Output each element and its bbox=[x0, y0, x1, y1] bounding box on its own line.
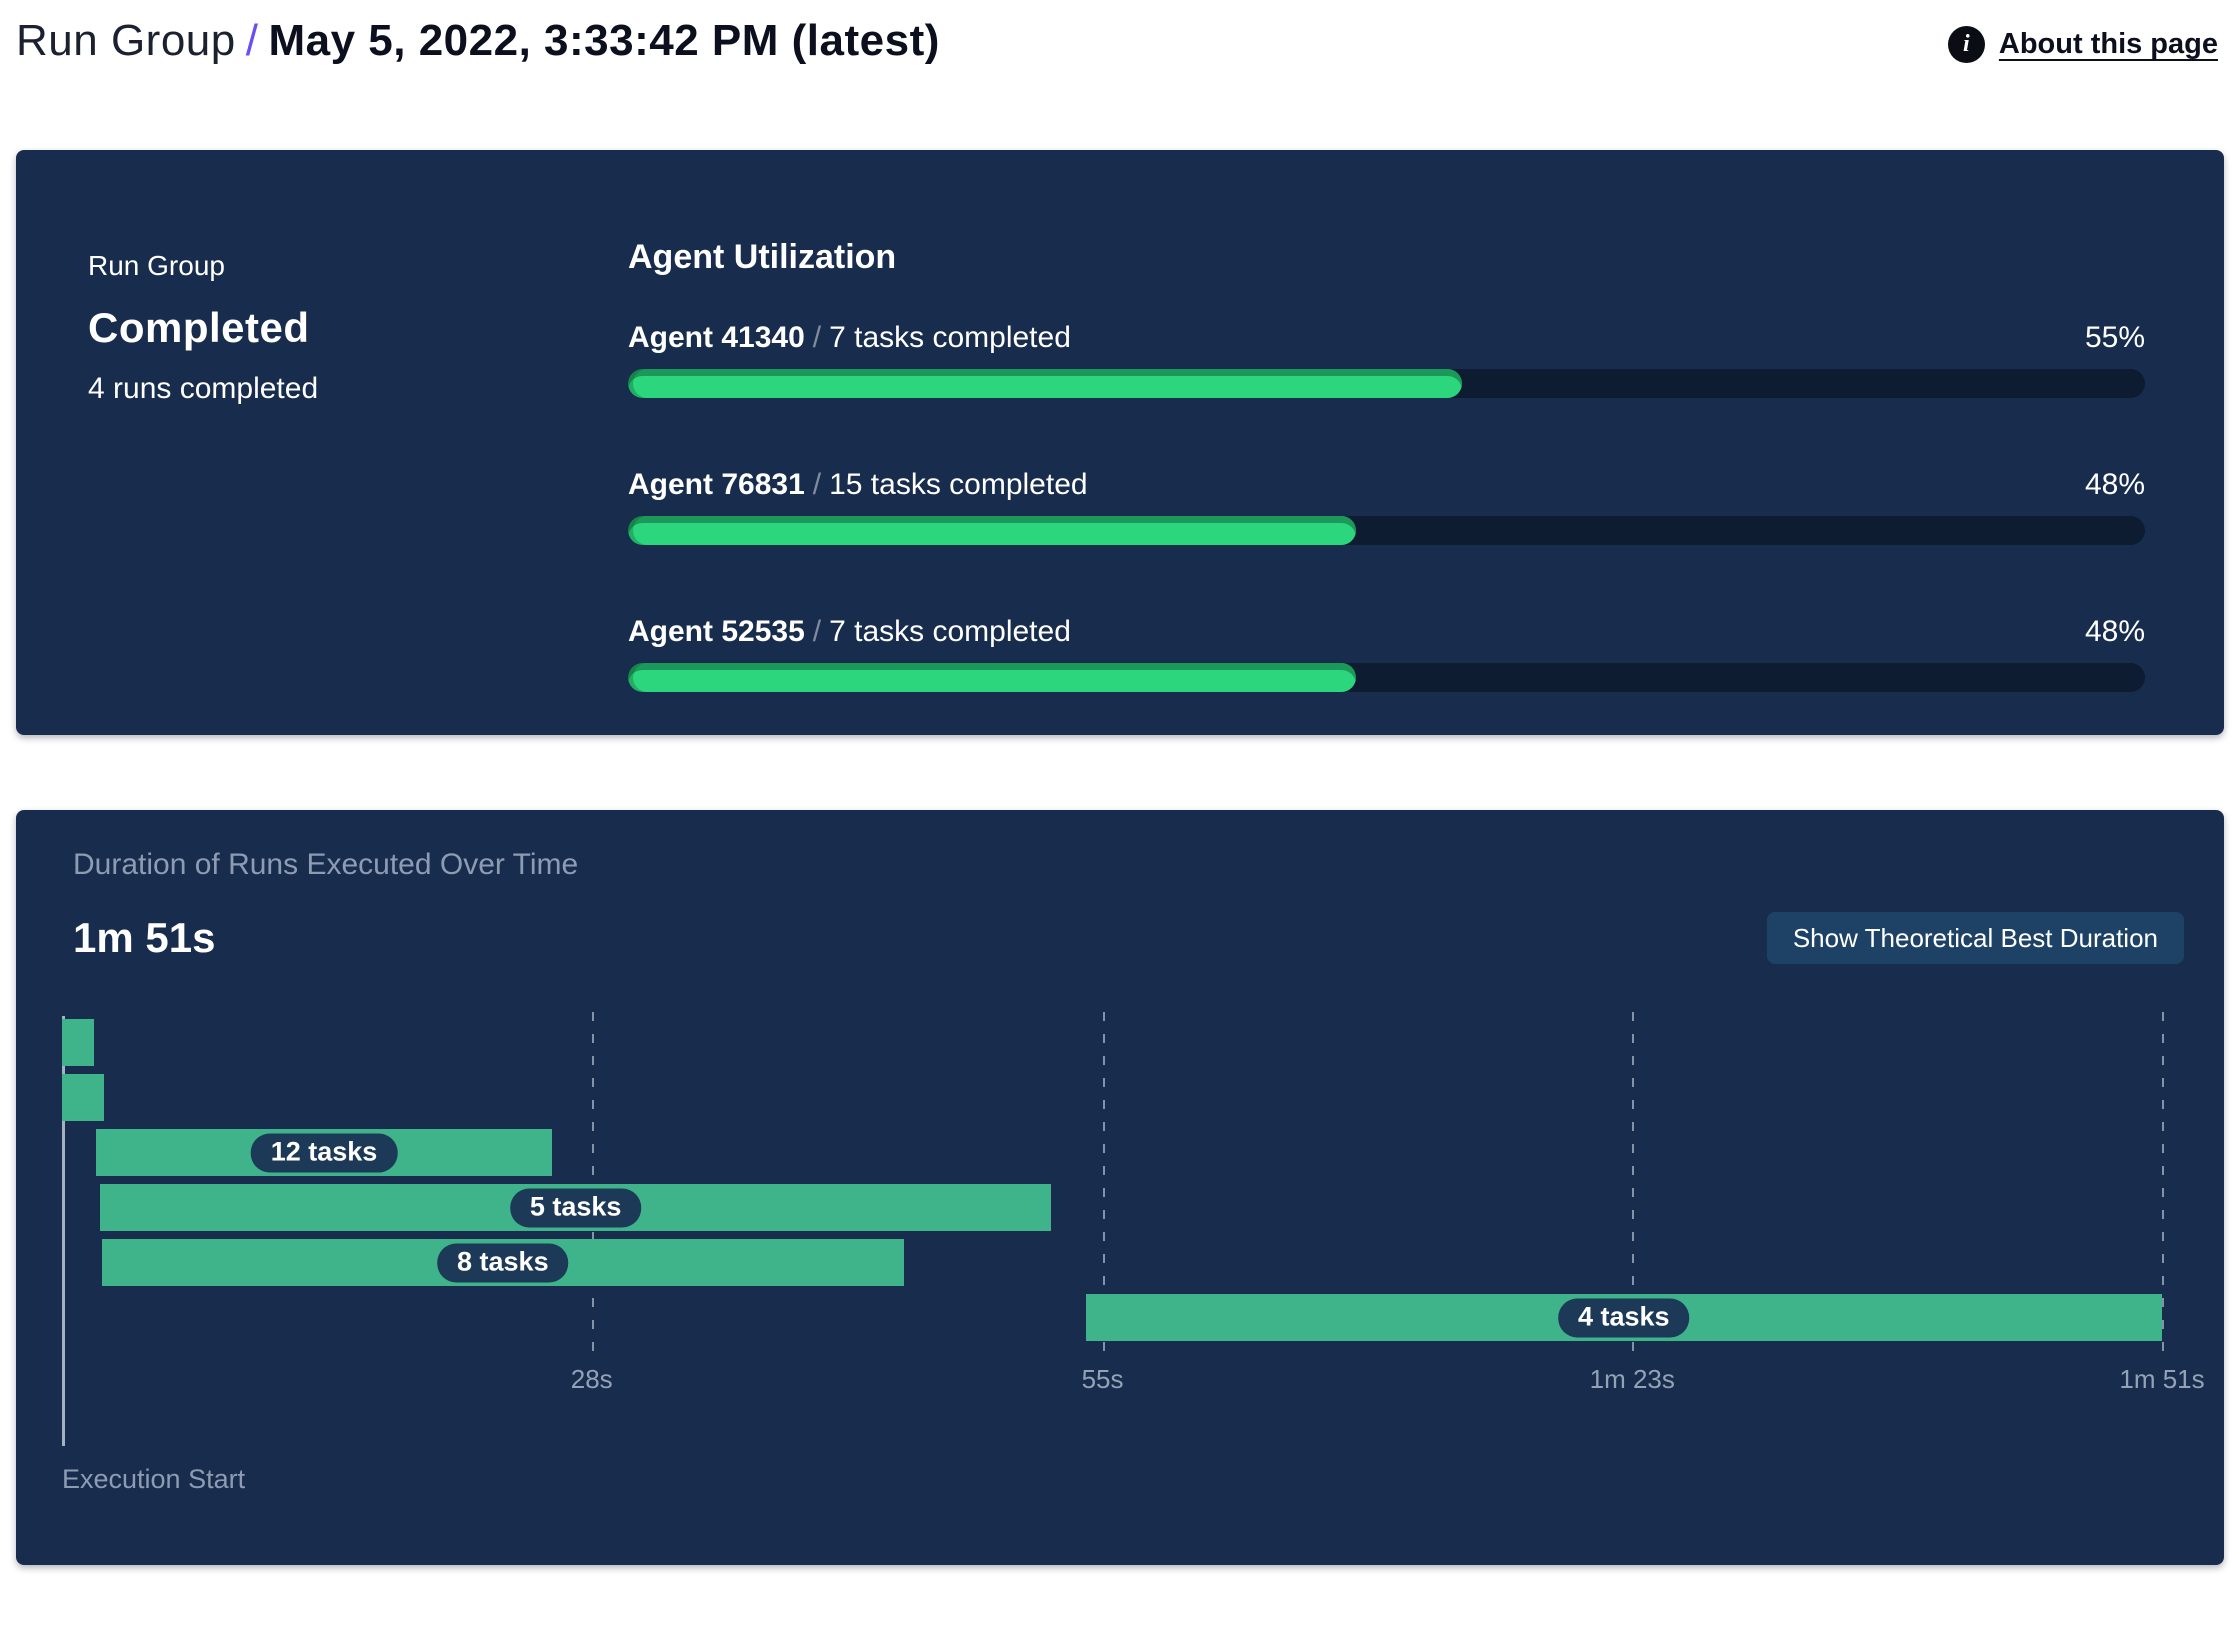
agent-label-line: Agent 52535/7 tasks completed 48% bbox=[628, 615, 2145, 649]
gantt-chart: Execution Start 28s 55s 1m 23s 1m 51s 12 tas… bbox=[62, 1012, 2210, 1494]
agent-name: Agent 76831 bbox=[628, 468, 805, 501]
agent-utilization-bar-fill bbox=[628, 663, 1357, 692]
runs-completed-count: 4 runs completed bbox=[88, 372, 319, 405]
agent-tasks-completed: 15 tasks completed bbox=[829, 468, 1088, 501]
max-duration-value: 1m 51s bbox=[73, 914, 216, 961]
run-duration-bar[interactable]: 5 tasks bbox=[99, 1184, 1052, 1231]
agent-utilization-title: Agent Utilization bbox=[628, 238, 897, 276]
duration-panel: Duration of Runs Executed Over Time 1m 5… bbox=[16, 810, 2224, 1565]
info-icon: i bbox=[1947, 26, 1985, 63]
x-axis-label: Execution Start bbox=[62, 1464, 246, 1494]
task-count-chip: 12 tasks bbox=[250, 1133, 398, 1172]
duration-header-row: 1m 51s Show Theoretical Best Duration bbox=[46, 912, 2184, 964]
agent-separator: / bbox=[812, 468, 822, 501]
agent-row: Agent 76831/15 tasks completed 48% bbox=[628, 468, 2145, 545]
x-tick-label: 1m 51s bbox=[2119, 1364, 2205, 1394]
x-tick-label: 28s bbox=[570, 1364, 613, 1394]
time-gridline bbox=[1632, 1012, 1635, 1358]
task-count-chip: 8 tasks bbox=[437, 1243, 569, 1282]
page-title: Run Group / May 5, 2022, 3:33:42 PM (lates… bbox=[16, 12, 940, 70]
agent-utilization-bar-fill bbox=[628, 516, 1357, 545]
task-count-chip: 5 tasks bbox=[509, 1188, 642, 1227]
agent-label: Agent 52535/7 tasks completed bbox=[628, 615, 1071, 649]
run-duration-bar[interactable]: 12 tasks bbox=[96, 1129, 552, 1176]
show-theoretical-best-duration-button[interactable]: Show Theoretical Best Duration bbox=[1766, 912, 2184, 964]
agent-utilization-percent: 55% bbox=[2084, 321, 2145, 354]
agent-separator: / bbox=[812, 615, 822, 648]
agent-row: Agent 41340/7 tasks completed 55% bbox=[628, 321, 2145, 398]
agent-utilization-bar-track bbox=[628, 663, 2145, 692]
run-duration-bar[interactable]: 8 tasks bbox=[101, 1239, 904, 1286]
run-group-summary-panel: Run Group Completed 4 runs completed Age… bbox=[16, 150, 2224, 735]
agent-name: Agent 52535 bbox=[628, 615, 805, 648]
time-gridline bbox=[1102, 1012, 1105, 1358]
agent-row: Agent 52535/7 tasks completed 48% bbox=[628, 615, 2145, 692]
execution-start-axis-line bbox=[62, 1016, 65, 1446]
about-link-label: About this page bbox=[1998, 28, 2218, 60]
run-duration-bar[interactable] bbox=[62, 1019, 95, 1066]
run-group-status: Completed bbox=[88, 304, 310, 351]
agent-utilization-bar-track bbox=[628, 516, 2145, 545]
agent-label: Agent 41340/7 tasks completed bbox=[628, 321, 1071, 355]
run-duration-bar[interactable] bbox=[62, 1074, 104, 1121]
agent-rows: Agent 41340/7 tasks completed 55% Agent 76… bbox=[628, 321, 2145, 692]
agent-tasks-completed: 7 tasks completed bbox=[829, 321, 1071, 354]
run-duration-bar[interactable]: 4 tasks bbox=[1085, 1294, 2162, 1341]
x-tick-label: 55s bbox=[1081, 1364, 1124, 1394]
breadcrumb[interactable]: Run Group bbox=[16, 16, 236, 65]
agent-separator: / bbox=[812, 321, 822, 354]
agent-utilization-bar-fill bbox=[628, 369, 1463, 398]
duration-chart-title: Duration of Runs Executed Over Time bbox=[73, 848, 579, 881]
agent-utilization-section: Agent Utilization Agent 41340/7 tasks co… bbox=[628, 150, 2224, 735]
breadcrumb-separator: / bbox=[245, 16, 259, 65]
agent-utilization-bar-track bbox=[628, 369, 2145, 398]
run-group-title: May 5, 2022, 3:33:42 PM (latest) bbox=[268, 16, 940, 65]
task-count-chip: 4 tasks bbox=[1557, 1298, 1690, 1337]
agent-utilization-percent: 48% bbox=[2084, 468, 2145, 501]
about-this-page-link[interactable]: i About this page bbox=[1947, 26, 2218, 63]
run-group-eyebrow: Run Group bbox=[88, 250, 225, 281]
agent-label-line: Agent 76831/15 tasks completed 48% bbox=[628, 468, 2145, 502]
agent-label: Agent 76831/15 tasks completed bbox=[628, 468, 1088, 502]
agent-tasks-completed: 7 tasks completed bbox=[829, 615, 1071, 648]
time-gridline bbox=[2162, 1012, 2164, 1358]
x-tick-label: 1m 23s bbox=[1589, 1364, 1675, 1394]
agent-name: Agent 41340 bbox=[628, 321, 805, 354]
run-group-status-column: Run Group Completed 4 runs completed bbox=[16, 150, 628, 735]
page-header: Run Group / May 5, 2022, 3:33:42 PM (lates… bbox=[0, 0, 2240, 70]
agent-utilization-percent: 48% bbox=[2084, 615, 2145, 648]
agent-label-line: Agent 41340/7 tasks completed 55% bbox=[628, 321, 2145, 355]
